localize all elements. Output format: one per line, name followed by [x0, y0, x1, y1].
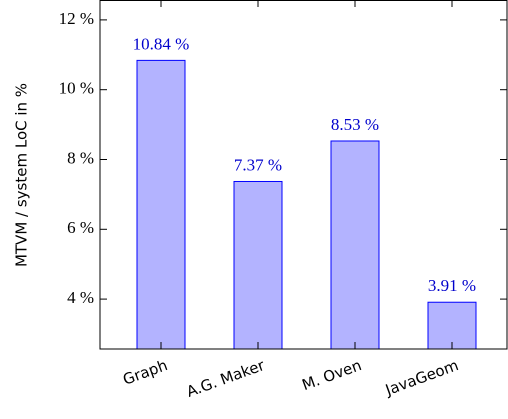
y-tick-label: 6 % [67, 218, 94, 237]
bar [136, 59, 186, 350]
value-label: 10.84 % [133, 34, 190, 53]
value-label: 8.53 % [331, 115, 379, 134]
y-tick-label: 4 % [67, 288, 94, 307]
x-tick-label: M. Oven [300, 356, 364, 394]
y-tick-label: 8 % [67, 148, 94, 167]
bar [427, 301, 477, 350]
y-tick-label: 12 % [59, 9, 94, 28]
bar [233, 180, 283, 350]
x-tick-label: Graph [121, 356, 170, 389]
value-label: 7.37 % [234, 155, 282, 174]
plot-frame [99, 0, 508, 350]
bar [330, 140, 380, 350]
y-tick-label: 10 % [59, 79, 94, 98]
x-tick-label: A.G. Maker [184, 356, 268, 401]
x-tick-label: JavaGeom [382, 356, 461, 399]
value-label: 3.91 % [428, 276, 476, 295]
y-axis-label: MTVM / system LoC in % [13, 83, 31, 267]
